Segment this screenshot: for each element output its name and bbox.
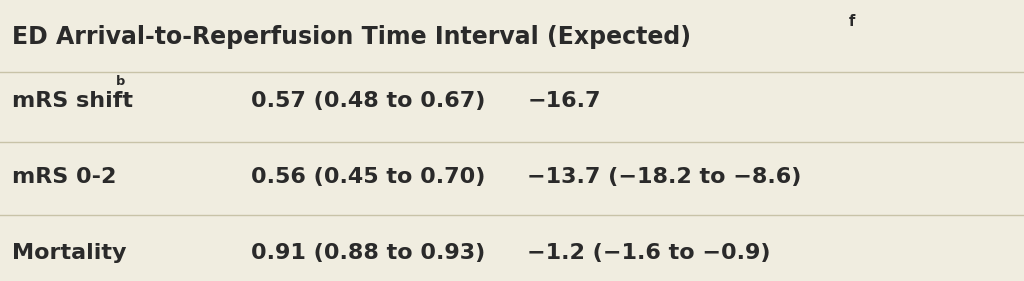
Text: 0.56 (0.45 to 0.70): 0.56 (0.45 to 0.70) (251, 167, 485, 187)
Text: ED Arrival-to-Reperfusion Time Interval (Expected): ED Arrival-to-Reperfusion Time Interval … (12, 25, 691, 49)
Text: mRS shift: mRS shift (12, 91, 133, 111)
Text: −13.7 (−18.2 to −8.6): −13.7 (−18.2 to −8.6) (527, 167, 802, 187)
Text: −16.7: −16.7 (527, 91, 601, 111)
Text: b: b (116, 75, 125, 88)
Text: Mortality: Mortality (12, 243, 127, 263)
Text: mRS 0-2: mRS 0-2 (12, 167, 117, 187)
Text: 0.57 (0.48 to 0.67): 0.57 (0.48 to 0.67) (251, 91, 485, 111)
Text: −1.2 (−1.6 to −0.9): −1.2 (−1.6 to −0.9) (527, 243, 771, 263)
Text: f: f (849, 14, 855, 29)
Text: 0.91 (0.88 to 0.93): 0.91 (0.88 to 0.93) (251, 243, 485, 263)
